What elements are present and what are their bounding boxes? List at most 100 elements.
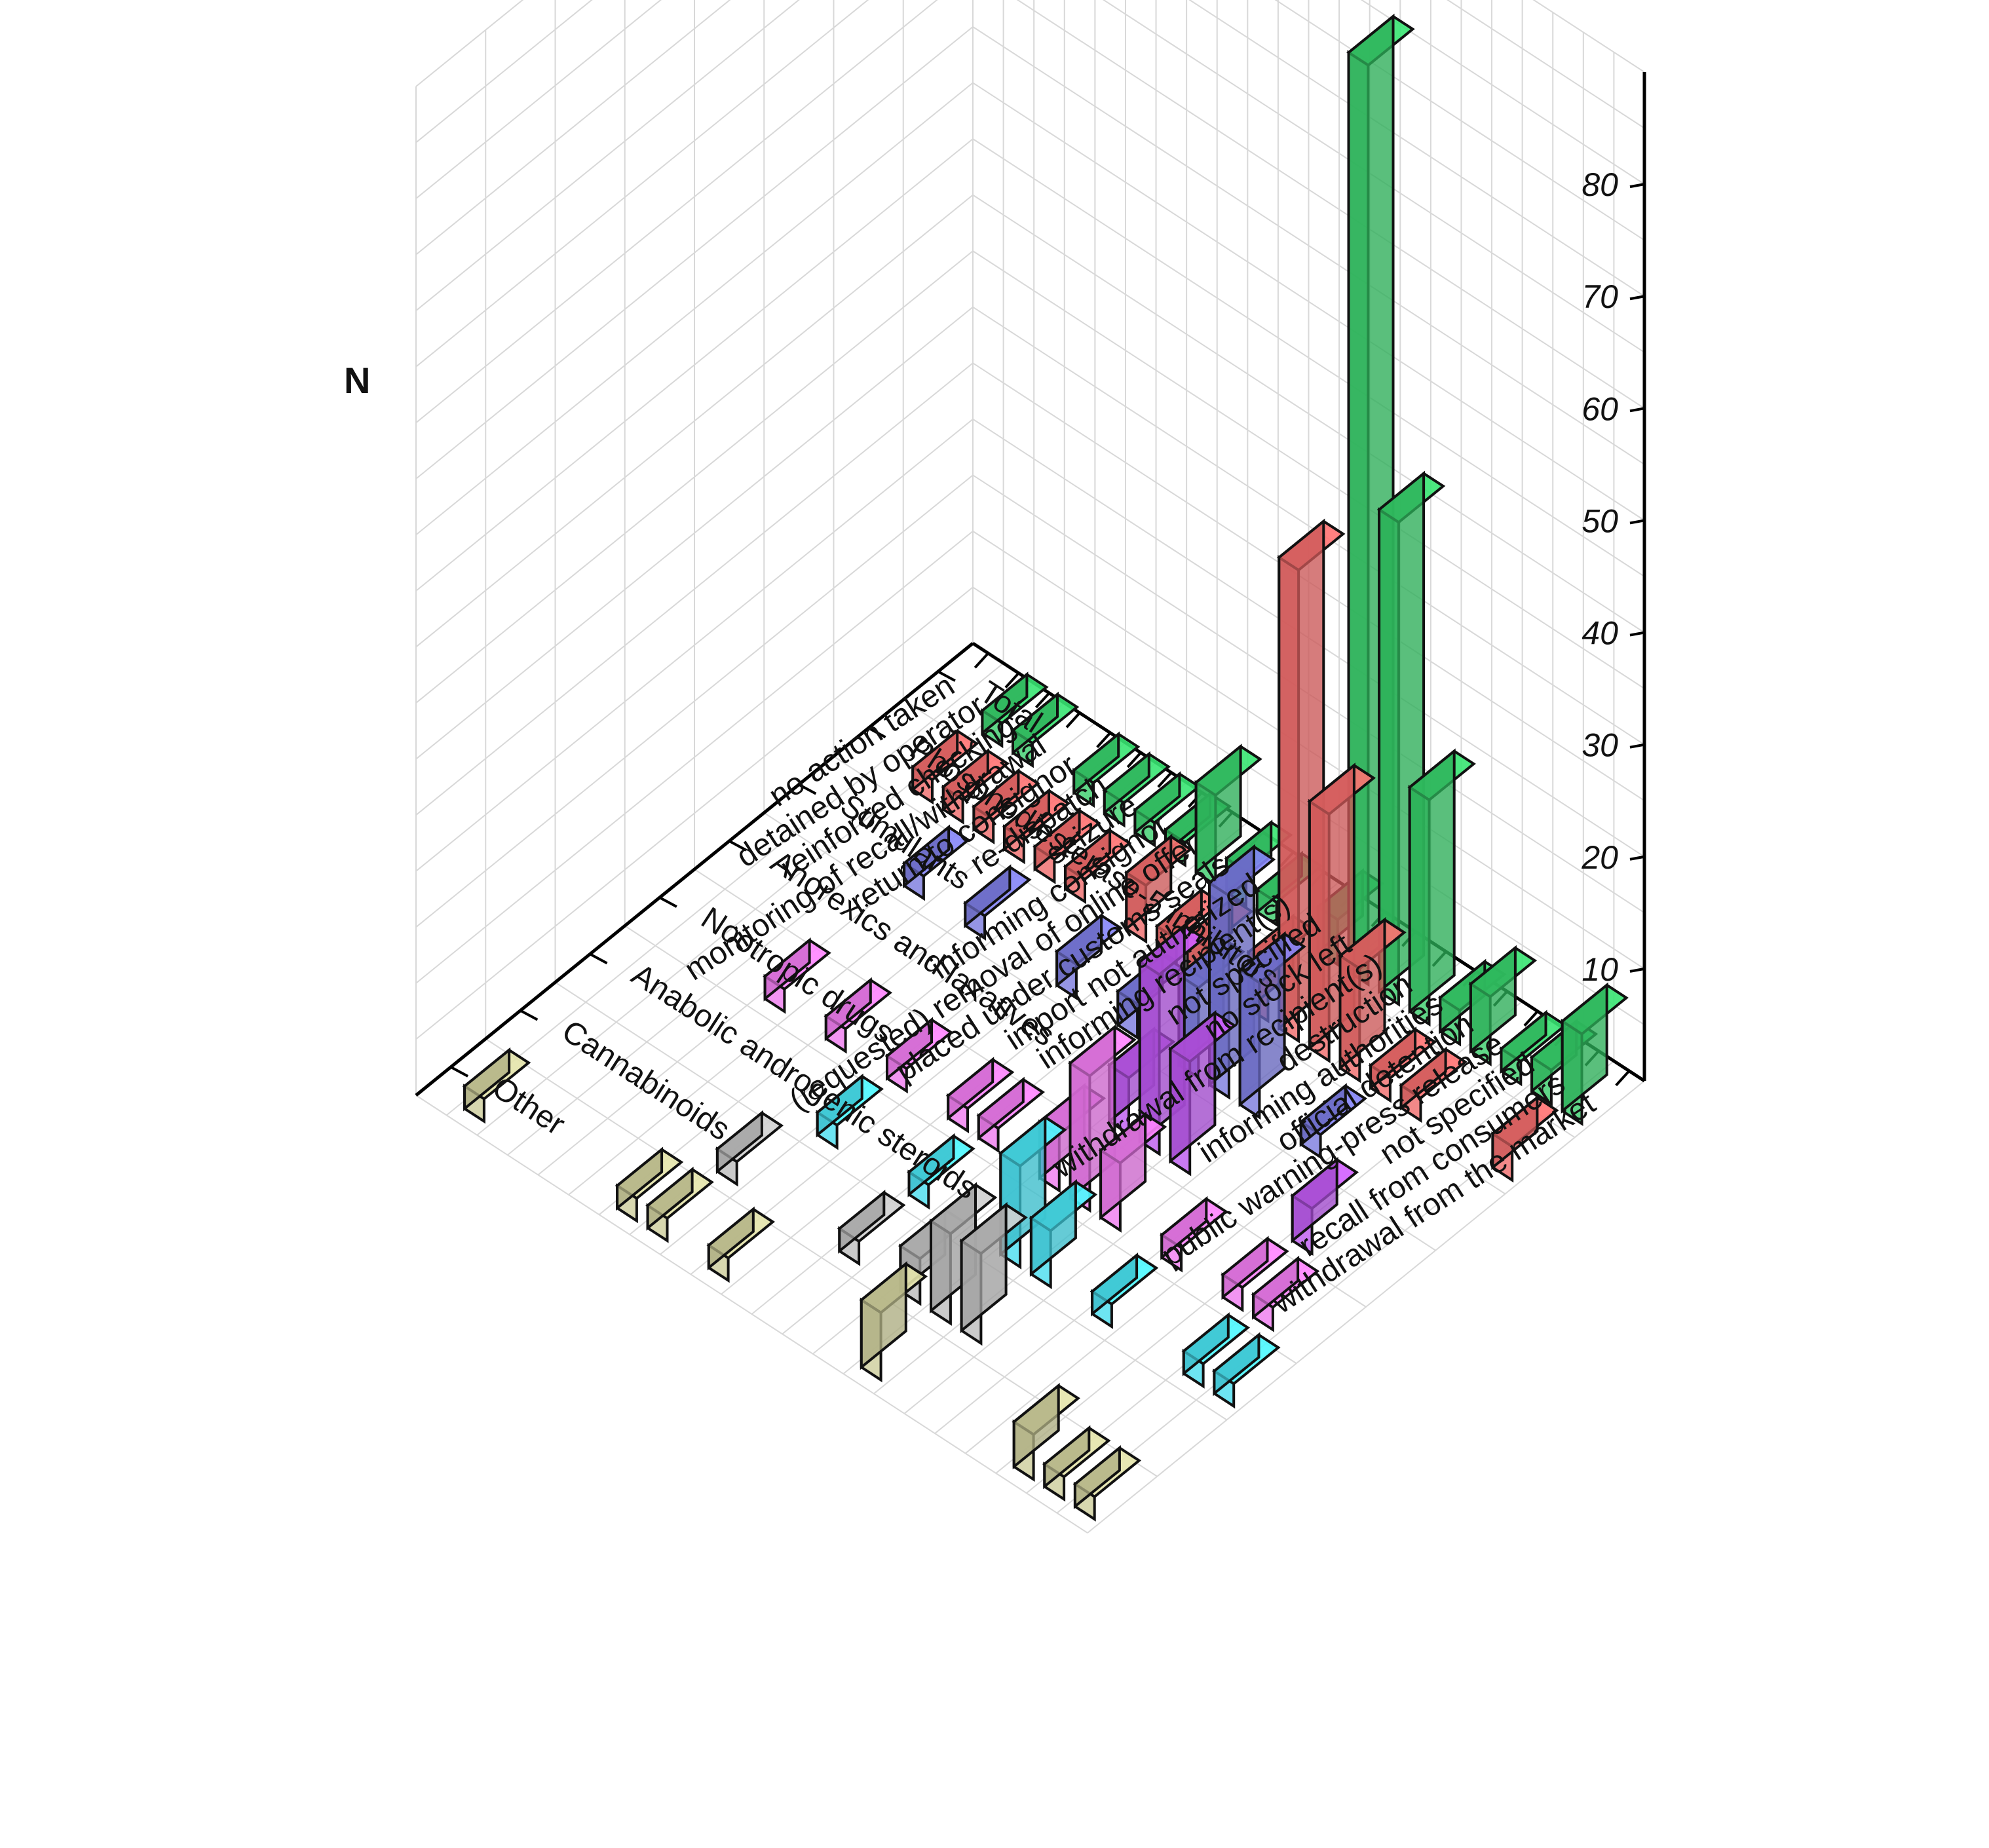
bar-side [1033, 808, 1081, 872]
wall-gridline [415, 0, 1645, 143]
bar [910, 728, 979, 805]
bar-side [1099, 1111, 1147, 1220]
wall-gridline [415, 0, 1645, 368]
bar-side [860, 1261, 907, 1370]
bars [462, 13, 1629, 1522]
bar-side [972, 768, 1020, 833]
z-tick [1629, 631, 1645, 637]
y-tick [589, 952, 608, 965]
bar-side [715, 1110, 763, 1175]
bar-side [824, 977, 872, 1042]
bar [706, 1206, 775, 1283]
bar-side [911, 728, 959, 793]
bar-side [1029, 1179, 1077, 1277]
x-tick [974, 652, 989, 669]
z-tick [1629, 519, 1645, 525]
bar-side [964, 864, 1012, 929]
bar [1012, 1383, 1080, 1482]
z-tick-label: 20 [1581, 839, 1618, 876]
bar [976, 1076, 1045, 1154]
bar [1102, 751, 1171, 828]
bar-side [1003, 787, 1050, 852]
bar-side [1043, 1425, 1091, 1490]
z-tick-label: 60 [1582, 390, 1618, 427]
bar [1407, 748, 1476, 1027]
bar-side [707, 1206, 755, 1271]
z-tick [1629, 855, 1645, 861]
bar [1221, 1235, 1289, 1313]
x-tick [1126, 751, 1142, 768]
bar-side [1299, 1083, 1347, 1148]
bar [1499, 1009, 1568, 1087]
wall-gridline [415, 0, 1645, 199]
bar [1251, 1255, 1320, 1332]
bar [1054, 913, 1124, 1001]
bar-side [1182, 1312, 1230, 1376]
y-axis-line [415, 642, 974, 1097]
bar [1399, 1046, 1468, 1123]
z-tick-label: 80 [1582, 166, 1618, 203]
bar-side [1012, 691, 1059, 756]
bar [1032, 808, 1101, 884]
bar-side [1408, 748, 1456, 1015]
bar [715, 1110, 784, 1187]
bar [959, 1201, 1028, 1346]
bar [941, 747, 1010, 825]
bar-side [463, 1047, 511, 1112]
bar [962, 864, 1032, 941]
y-category-label: Other [486, 1070, 571, 1142]
wall-gridline [415, 26, 1645, 480]
x-tick [1615, 1070, 1631, 1087]
x-tick [1096, 732, 1112, 748]
bar-side [838, 1190, 886, 1254]
bar-side [763, 937, 811, 1002]
wall-gridline [415, 138, 1645, 592]
bar [1212, 1332, 1281, 1409]
bar-side [947, 1057, 994, 1121]
bar [1181, 1312, 1250, 1389]
bar [645, 1166, 714, 1243]
bar-side [1133, 771, 1181, 835]
bar [1468, 945, 1538, 1066]
z-tick [1629, 295, 1645, 301]
wall-gridline [415, 82, 1645, 536]
z-tick [1629, 967, 1645, 973]
wall-gridline [415, 0, 1645, 87]
bar [1002, 787, 1071, 865]
bar [1238, 931, 1306, 1120]
z-tick-label: 40 [1582, 615, 1618, 652]
bar [462, 1047, 531, 1124]
bar-side [1561, 982, 1608, 1114]
z-tick [1629, 407, 1645, 413]
y-tick [867, 726, 886, 739]
bar-side [1160, 1196, 1208, 1260]
bar-side [977, 1076, 1025, 1141]
bar [1072, 1445, 1142, 1522]
x-tick [1157, 772, 1173, 788]
bar [815, 1073, 884, 1150]
bar-side [1055, 913, 1103, 989]
x-tick [1065, 711, 1081, 728]
y-tick [658, 896, 677, 908]
bar-side [1072, 731, 1120, 796]
wall-gridline [415, 250, 1645, 704]
wall-gridline [415, 0, 1645, 424]
z-tick [1629, 743, 1645, 749]
bar [1168, 1009, 1237, 1177]
bar [1298, 1083, 1367, 1160]
bar-side [816, 1073, 863, 1138]
bar [1159, 1196, 1228, 1273]
y-tick [450, 1066, 469, 1078]
z-axis-title: N [344, 360, 370, 401]
bar [907, 1133, 976, 1210]
bar [972, 768, 1040, 844]
bar-side [907, 1133, 955, 1197]
floor-gridline [415, 1095, 1088, 1534]
x-tick [1004, 672, 1020, 688]
bar [1490, 1095, 1559, 1183]
bar [1010, 691, 1080, 768]
bar [1194, 744, 1262, 888]
y-tick [937, 670, 956, 682]
